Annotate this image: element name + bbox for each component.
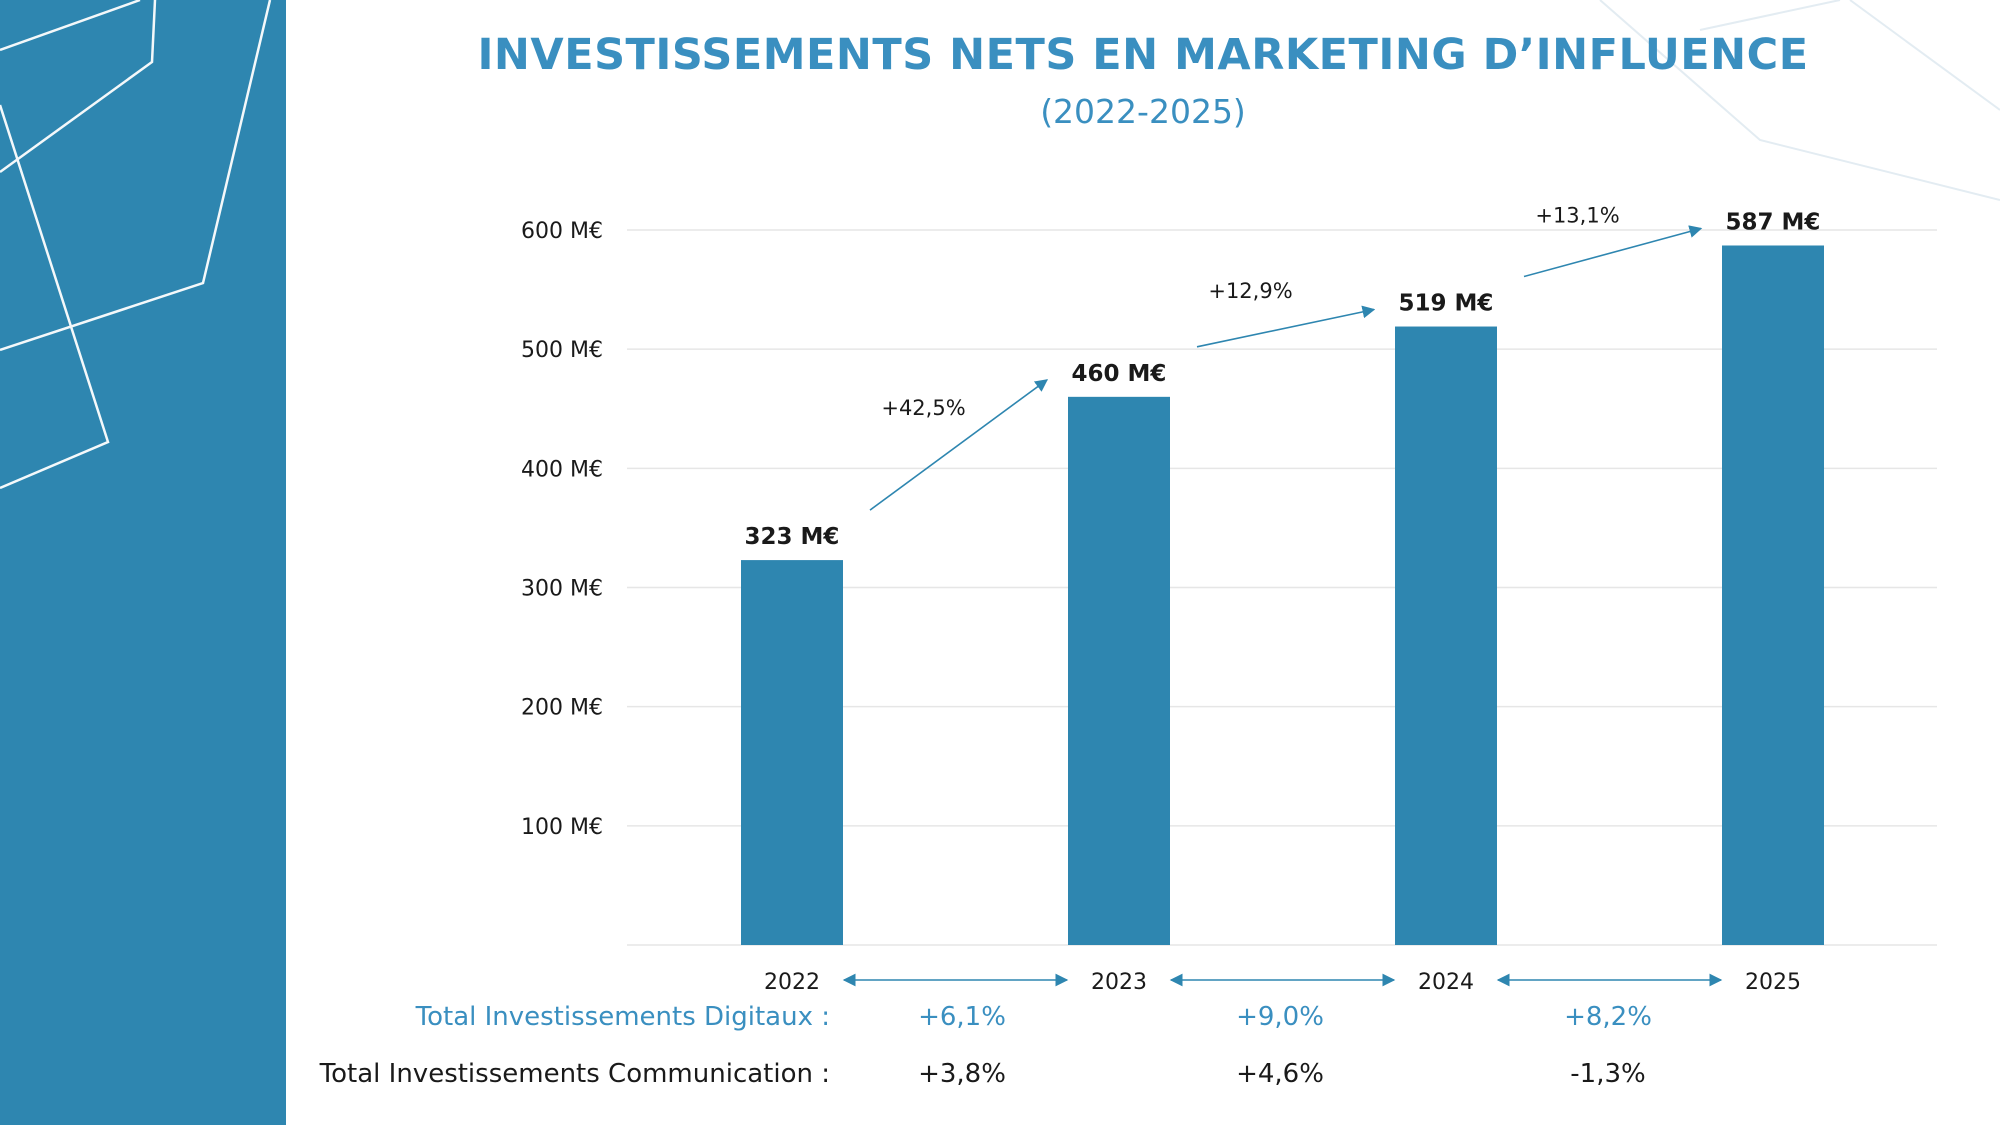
communication-growth-2022-2023: +3,8%: [918, 1059, 1006, 1089]
digital-growth-2023-2024: +9,0%: [1236, 1002, 1324, 1032]
left-decorative-panel: [0, 0, 286, 1125]
communication-total-label: Total Investissements Communication :: [319, 1059, 830, 1089]
geometric-lines-decoration: [0, 0, 272, 490]
growth-arrow: [869, 379, 1049, 511]
x-tick-label: 2022: [764, 970, 820, 995]
growth-label: +13,1%: [1535, 204, 1619, 228]
y-tick-label: 300 M€: [521, 577, 603, 602]
x-tick-label: 2025: [1745, 970, 1801, 995]
communication-growth-2023-2024: +4,6%: [1236, 1059, 1324, 1089]
y-tick-label: 200 M€: [521, 696, 603, 721]
page-subtitle: (2022-2025): [1040, 92, 1246, 131]
bar-value-label: 460 M€: [1072, 361, 1167, 387]
digital-growth-2024-2025: +8,2%: [1564, 1002, 1652, 1032]
digital-growth-2022-2023: +6,1%: [918, 1002, 1006, 1032]
x-tick-label: 2023: [1091, 970, 1147, 995]
growth-arrow: [1196, 305, 1376, 348]
bar-2022: [741, 560, 843, 945]
bar-2024: [1395, 326, 1497, 945]
growth-arrow: [1523, 225, 1703, 278]
y-tick-label: 400 M€: [521, 457, 603, 482]
bar-value-label: 587 M€: [1726, 209, 1821, 235]
bar-2025: [1722, 245, 1824, 945]
y-tick-label: 100 M€: [521, 815, 603, 840]
page-title: INVESTISSEMENTS NETS EN MARKETING D’INFL…: [477, 30, 1809, 80]
y-tick-label: 600 M€: [521, 219, 603, 244]
bar-2023: [1068, 396, 1170, 945]
bar-value-label: 323 M€: [745, 524, 840, 550]
x-tick-label: 2024: [1418, 970, 1474, 995]
growth-label: +12,9%: [1208, 279, 1292, 303]
y-tick-label: 500 M€: [521, 338, 603, 363]
communication-growth-2024-2025: -1,3%: [1570, 1059, 1646, 1089]
bar-value-label: 519 M€: [1399, 291, 1494, 317]
digital-total-label: Total Investissements Digitaux :: [415, 1002, 830, 1032]
growth-label: +42,5%: [881, 396, 965, 420]
